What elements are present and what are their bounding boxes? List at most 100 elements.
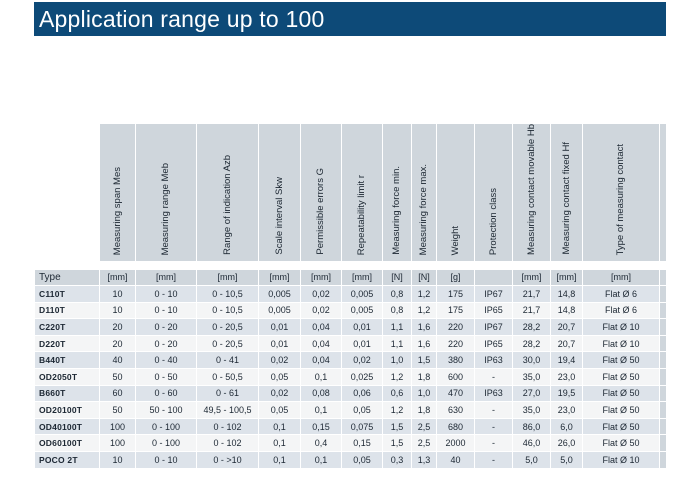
unit-cell: [mm]	[258, 269, 301, 286]
table-cell: 0,02	[258, 384, 301, 402]
table-cell: 380	[436, 351, 475, 369]
row-edge	[659, 351, 666, 369]
table-row: B440T 40 0 - 40 0 - 41 0,02 0,04 0,02 1,0 1,5 380…	[34, 351, 666, 369]
row-edge	[659, 334, 666, 352]
table-cell: 1,2	[411, 301, 437, 319]
table-cell: 23,0	[550, 401, 583, 419]
row-edge	[659, 434, 666, 452]
unit-cell: [N]	[382, 269, 412, 286]
table-cell: 10	[99, 450, 136, 468]
table-cell: 1,2	[411, 284, 437, 303]
units-row: Type [mm] [mm] [mm] [mm] [mm] [mm] [N] [N] [g] [mm…	[34, 269, 666, 286]
column-header-label: Weight	[449, 225, 461, 255]
row-edge	[659, 318, 666, 336]
table-cell: 20,7	[550, 318, 583, 336]
table-cell: 1,5	[382, 434, 412, 452]
table-cell: Flat Ø 50	[582, 434, 660, 452]
table-cell: 0 - 100	[135, 417, 197, 435]
table-cell: 28,2	[512, 318, 551, 336]
column-header: Type of measuring contact	[582, 124, 660, 262]
table-cell: 0 - 50,5	[196, 367, 259, 386]
table-cell: 0,1	[258, 450, 301, 468]
table-cell: 0 - 10	[135, 301, 197, 319]
column-header-label: Permissible errors G	[315, 168, 326, 255]
table-cell: -	[474, 450, 513, 468]
unit-cell: [mm]	[550, 269, 583, 286]
table-cell: 46,0	[512, 434, 551, 452]
table-cell: 0,05	[341, 401, 383, 419]
table-cell: 0 - 40	[135, 351, 197, 369]
column-header: Measuring contact fixed Hf	[550, 124, 583, 262]
table-cell: 0 - >10	[196, 450, 259, 468]
table-row: D110T 10 0 - 10 0 - 10,5 0,005 0,02 0,005 0,8 1,…	[34, 301, 666, 319]
table-cell: 40	[99, 351, 136, 369]
column-header: Measuring range Meb	[135, 124, 197, 262]
table-cell: 0,8	[382, 284, 412, 303]
table-cell: 0,15	[300, 417, 342, 435]
table-cell: 0,01	[258, 318, 301, 336]
table-cell: 0,02	[300, 284, 342, 303]
header-row: Measuring span Mes Measuring range Meb Ran…	[34, 124, 666, 262]
table-cell: 0 - 100	[135, 434, 197, 452]
column-header: Measuring force max.	[411, 124, 437, 262]
unit-cell: [mm]	[582, 269, 660, 286]
table-cell: 50	[99, 401, 136, 419]
table-cell: 6,0	[550, 417, 583, 435]
table-cell: 0,04	[300, 334, 342, 352]
table-cell: 0 - 102	[196, 434, 259, 452]
table-cell: 0,4	[300, 434, 342, 452]
table-cell: 220	[436, 334, 475, 352]
column-header-label: Measuring range Meb	[160, 162, 171, 255]
table-cell: Flat Ø 50	[582, 367, 660, 386]
unit-cell	[474, 269, 513, 286]
table-row: C220T 20 0 - 20 0 - 20,5 0,01 0,04 0,01 1,1 1,6 2…	[34, 318, 666, 336]
column-header-label: Repeatability limit r	[356, 174, 367, 255]
type-column-label: Type	[34, 269, 100, 286]
table-cell: 0 - 102	[196, 417, 259, 435]
table-row: POCO 2T 10 0 - 10 0 - >10 0,1 0,1 0,05 0,3 1,3 40…	[34, 450, 666, 468]
table-cell: 100	[99, 434, 136, 452]
table-cell: 175	[436, 301, 475, 319]
table-cell: -	[474, 434, 513, 452]
model-name-cell: D110T	[34, 301, 100, 319]
table-cell: 0,06	[341, 384, 383, 402]
model-name-cell: D220T	[34, 334, 100, 352]
column-header: Permissible errors G	[300, 124, 342, 262]
column-header: Scale interval Skw	[258, 124, 301, 262]
table-cell: 1,5	[382, 417, 412, 435]
table-cell: 175	[436, 284, 475, 303]
unit-cell: [g]	[436, 269, 475, 286]
table-cell: IP67	[474, 318, 513, 336]
model-name-cell: OD2050T	[34, 367, 100, 386]
table-cell: 0,1	[300, 367, 342, 386]
header-edge	[659, 124, 666, 262]
table-cell: 630	[436, 401, 475, 419]
table-cell: 0,1	[258, 417, 301, 435]
column-header: Repeatability limit r	[341, 124, 383, 262]
table-cell: Flat Ø 50	[582, 351, 660, 369]
table-row: OD20100T 50 50 - 100 49,5 - 100,5 0,05 0,1 0,0…	[34, 401, 666, 419]
table-cell: -	[474, 417, 513, 435]
table-row: B660T 60 0 - 60 0 - 61 0,02 0,08 0,06 0,6 1,0 470…	[34, 384, 666, 402]
table-cell: 0,005	[341, 284, 383, 303]
table-cell: 0 - 41	[196, 351, 259, 369]
table-cell: 23,0	[550, 367, 583, 386]
table-cell: 10	[99, 284, 136, 303]
table-cell: 86,0	[512, 417, 551, 435]
table-cell: 0,075	[341, 417, 383, 435]
table-cell: 2,5	[411, 417, 437, 435]
model-name-cell: C110T	[34, 284, 100, 303]
table-cell: 1,1	[382, 334, 412, 352]
table-cell: Flat Ø 6	[582, 284, 660, 303]
table-cell: 0,15	[341, 434, 383, 452]
table-cell: 21,7	[512, 301, 551, 319]
table-cell: 0,025	[341, 367, 383, 386]
table-cell: 10	[99, 301, 136, 319]
table-row: C110T 10 0 - 10 0 - 10,5 0,005 0,02 0,005 0,8 1,…	[34, 284, 666, 303]
table-row: D220T 20 0 - 20 0 - 20,5 0,01 0,04 0,01 1,1 1,6 2…	[34, 334, 666, 352]
table-cell: 0,1	[258, 434, 301, 452]
row-edge	[659, 417, 666, 435]
table-cell: 1,8	[411, 401, 437, 419]
table-cell: Flat Ø 50	[582, 384, 660, 402]
table-cell: 14,8	[550, 284, 583, 303]
